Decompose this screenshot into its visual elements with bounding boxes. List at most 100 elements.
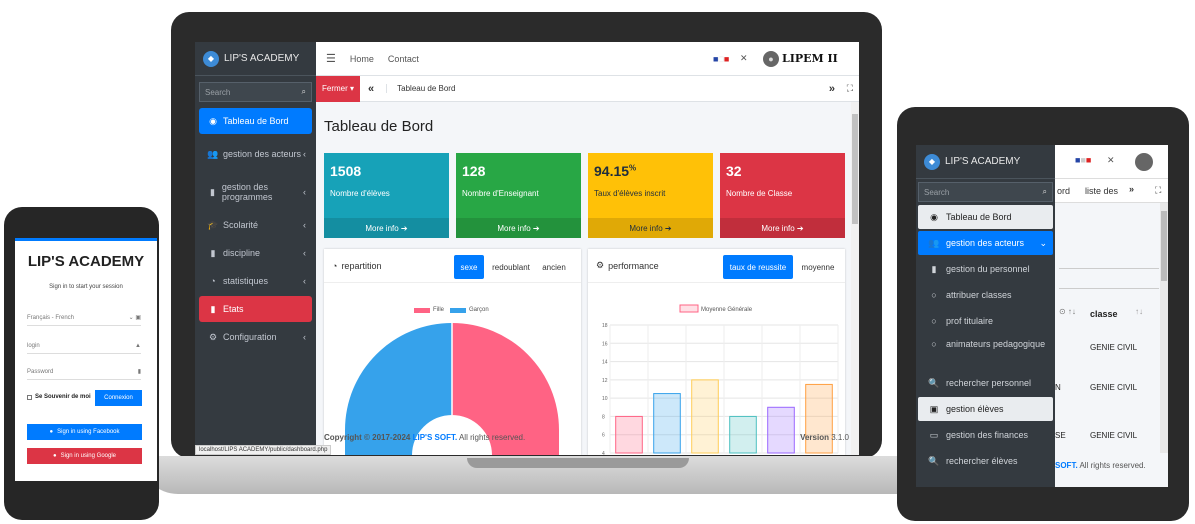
y-tick-label: 4: [602, 451, 605, 455]
table-row[interactable]: GENIE CIVIL: [1090, 431, 1138, 440]
tablet-sidebar-item-9[interactable]: 🔍 rechercher élèves: [918, 449, 1053, 473]
avatar[interactable]: [1135, 153, 1153, 171]
stat-label: Nombre d'Enseignant: [462, 189, 539, 198]
google-icon: ●: [53, 453, 57, 459]
close-tabs-button[interactable]: Fermer ▾: [316, 75, 361, 102]
tablet-search[interactable]: Search ⌕: [918, 182, 1053, 202]
fullscreen-icon[interactable]: ⛶: [846, 83, 853, 93]
search-icon[interactable]: ⌕: [301, 87, 306, 96]
pie-chart-icon: ◔: [332, 260, 338, 271]
classe-column-header[interactable]: classe: [1090, 309, 1118, 319]
language-select[interactable]: Français - French ⌄ ▣: [27, 310, 141, 326]
tablet-sidebar-item-8[interactable]: ▭ gestion des finances: [918, 423, 1053, 447]
tablet-sidebar-item-3[interactable]: ○ attribuer classes: [918, 283, 1053, 307]
tablet-sidebar-item-4[interactable]: ○ prof titulaire: [918, 309, 1053, 333]
stat-value: 94.15%: [594, 163, 637, 179]
flag-icon[interactable]: ■■■: [1075, 155, 1092, 165]
users-icon: 👥: [207, 148, 219, 159]
sidebar-item-label: attribuer classes: [946, 290, 1012, 300]
tab-taux-reussite[interactable]: taux de reussite: [723, 255, 793, 279]
tablet-sidebar-item-7[interactable]: ▣ gestion élèves: [918, 397, 1053, 421]
menu-icon[interactable]: ☰: [326, 53, 336, 65]
chevron-left-icon: ‹: [303, 332, 306, 342]
status-url: localhost/LIPS ACADEMY/public/dashboard.…: [195, 445, 332, 455]
more-info-link[interactable]: More info ➔: [720, 218, 845, 238]
stat-box-0: 1508 Nombre d'élèves More info ➔: [324, 153, 449, 238]
sidebar-item-5[interactable]: ◔ statistiques ‹: [199, 268, 312, 294]
tab-ancien[interactable]: ancien: [542, 262, 566, 272]
bar-2[interactable]: [653, 393, 681, 454]
tablet-sidebar-item-2[interactable]: ▮ gestion du personnel: [918, 257, 1053, 281]
bar-6[interactable]: [805, 383, 833, 454]
user-name[interactable]: LIPEM II: [782, 52, 838, 65]
expand-icon[interactable]: ✕: [1107, 155, 1115, 165]
rights-text: All rights reserved.: [458, 433, 526, 442]
login-field[interactable]: login ▲: [27, 338, 141, 354]
more-info-link[interactable]: More info ➔: [456, 218, 581, 238]
repartition-header: ◔ repartition sexe redoublant ancien: [324, 249, 581, 283]
fullscreen-icon[interactable]: ⛶: [1155, 185, 1162, 195]
tab-forward-icon[interactable]: »: [1129, 184, 1135, 194]
avatar[interactable]: ●: [763, 50, 779, 67]
brand[interactable]: ◆ LIP'S ACADEMY: [195, 42, 316, 76]
tablet-brand[interactable]: ◆ LIP'S ACADEMY: [916, 145, 1055, 179]
bar-5[interactable]: [767, 406, 795, 454]
y-tick-label: 10: [602, 396, 608, 402]
bar-4[interactable]: [729, 415, 757, 454]
expand-icon[interactable]: ✕: [740, 53, 748, 63]
more-info-link[interactable]: More info ➔: [588, 218, 713, 238]
sidebar-item-label: Etats: [223, 304, 244, 314]
sidebar-item-label: Configuration: [223, 332, 277, 342]
cogs-icon: ⚙: [208, 331, 218, 342]
bar-3[interactable]: [691, 379, 719, 454]
search-icon[interactable]: ⌕: [1042, 187, 1047, 196]
flag-icon[interactable]: ■■■: [713, 53, 730, 64]
circle-icon: ○: [931, 290, 937, 300]
tab-liste[interactable]: liste des: [1085, 186, 1119, 196]
scrollbar[interactable]: [851, 102, 859, 455]
connexion-button[interactable]: Connexion: [95, 390, 142, 406]
sidebar-search[interactable]: Search ⌕: [199, 82, 312, 102]
tab-redoublant[interactable]: redoublant: [492, 262, 530, 272]
tablet-scrollbar[interactable]: [1160, 203, 1168, 453]
password-field[interactable]: Password ▮: [27, 364, 141, 380]
google-button[interactable]: ● Sign in using Google: [27, 448, 142, 464]
doughnut-garcon[interactable]: [345, 323, 452, 455]
tablet-sidebar-item-5[interactable]: ○ animateurs pedagogique: [918, 335, 1053, 369]
sidebar-item-7[interactable]: ⚙ Configuration ‹: [199, 324, 312, 350]
more-info-link[interactable]: More info ➔: [324, 218, 449, 238]
table-row[interactable]: GENIE CIVIL: [1090, 343, 1138, 352]
tablet-footer: SOFT. All rights reserved.: [1055, 461, 1146, 470]
book-icon: ▮: [209, 186, 215, 197]
tablet-sidebar-item-0[interactable]: ◉ Tableau de Bord: [918, 205, 1053, 229]
tab-moyenne[interactable]: moyenne: [801, 262, 835, 272]
nav-home-link[interactable]: Home: [349, 53, 374, 64]
sidebar-item-2[interactable]: ▮ gestion des programmes ‹: [199, 174, 312, 210]
bar-1[interactable]: [615, 415, 643, 454]
tablet-sidebar-item-1[interactable]: 👥 gestion des acteurs ⌄: [918, 231, 1053, 255]
main-content: Tableau de Bord: [316, 102, 851, 455]
stat-value: 32: [726, 163, 742, 179]
facebook-button[interactable]: ● Sign in using Facebook: [27, 424, 142, 440]
tab-sexe[interactable]: sexe: [454, 255, 484, 279]
soft-link[interactable]: LIP'S SOFT.: [412, 433, 458, 442]
remember-checkbox[interactable]: Se Souvenir de moi: [27, 394, 91, 400]
tab-forward-icon[interactable]: »: [828, 82, 835, 95]
sidebar-item-1[interactable]: 👥 gestion des acteurs ‹: [199, 136, 312, 172]
chevron-left-icon: ‹: [303, 276, 306, 286]
sidebar-item-label: rechercher personnel: [946, 378, 1032, 388]
sidebar-item-label: prof titulaire: [946, 316, 994, 326]
table-row[interactable]: GENIE CIVIL: [1090, 383, 1138, 392]
tab-partial[interactable]: ord: [1057, 186, 1071, 196]
tablet-sidebar-item-6[interactable]: 🔍 rechercher personnel: [918, 371, 1053, 395]
tab-back-icon[interactable]: «: [368, 82, 375, 95]
sidebar-item-6[interactable]: ▮ Etats: [199, 296, 312, 322]
sidebar-item-3[interactable]: 🎓 Scolarité ‹: [199, 212, 312, 238]
doughnut-fille[interactable]: [452, 323, 559, 455]
tab-dashboard[interactable]: Tableau de Bord: [386, 84, 455, 93]
nav-contact-link[interactable]: Contact: [387, 53, 419, 64]
footer-version: Version 3.1.0: [800, 433, 849, 442]
legend-swatch: [679, 304, 699, 313]
sidebar-item-4[interactable]: ▮ discipline ‹: [199, 240, 312, 266]
sidebar-item-0[interactable]: ◉ Tableau de Bord: [199, 108, 312, 134]
